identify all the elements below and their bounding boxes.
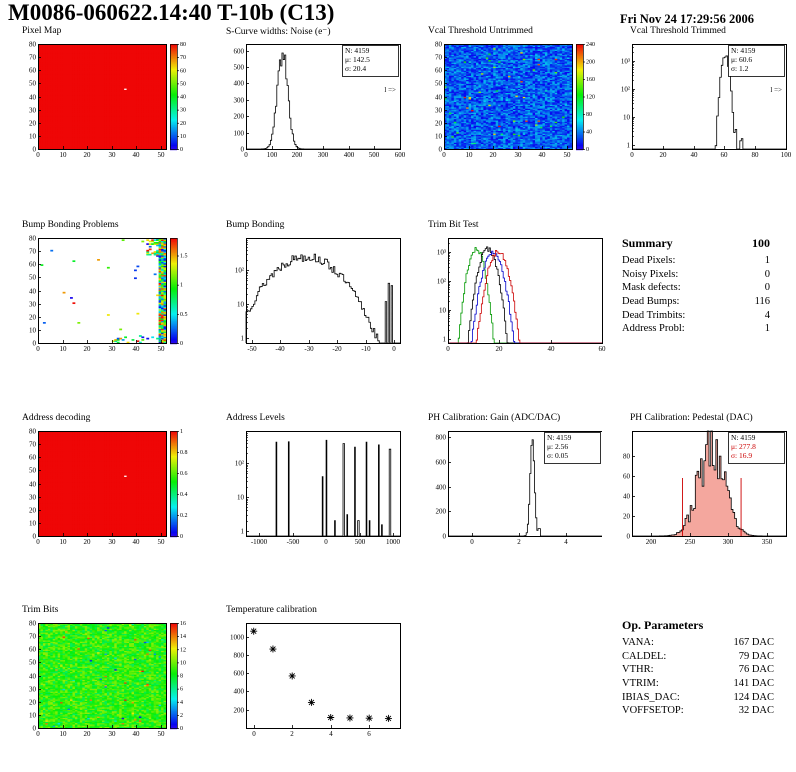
summary-header: Summary 100 [622,236,770,251]
summary-row: Dead Bumps: 116 [622,295,770,309]
summary-score: 100 [752,236,770,250]
bump-problems-canvas [12,232,204,358]
summary-row-value: 116 [754,295,770,307]
summary-row: Dead Trimbits: 4 [622,309,770,323]
summary-row-label: Mask defects: [622,282,681,294]
chart-cell-temperature-calibration: Temperature calibration [216,605,412,743]
chart-title: Address Levels [226,413,285,423]
address-levels-canvas [216,425,408,551]
summary-row: Noisy Pixels: 0 [622,268,770,282]
chart-title: Pixel Map [22,26,62,36]
op-parameter-value: 32 DAC [738,705,774,717]
chart-cell-address-levels: Address Levels [216,413,412,551]
summary-row: Address Probl: 1 [622,322,770,336]
summary-row-label: Noisy Pixels: [622,268,679,280]
op-parameter-value: 76 DAC [738,664,774,676]
page-title: M0086-060622.14:40 T-10b (C13) [8,0,335,25]
chart-cell-vcal-untrimmed: Vcal Threshold Untrimmed [418,26,614,164]
op-parameter-row: VOFFSETOP: 32 DAC [622,704,774,718]
chart-title: Temperature calibration [226,605,317,615]
op-parameter-value: 141 DAC [733,677,774,689]
chart-cell-ph-pedestal: PH Calibration: Pedestal (DAC) [602,413,796,551]
trim-bit-test-canvas [418,232,610,358]
chart-title: PH Calibration: Pedestal (DAC) [630,413,753,423]
pixel-map-canvas [12,38,204,164]
chart-title: Bump Bonding Problems [22,220,119,230]
summary-row-value: 0 [764,282,770,294]
chart-cell-bump-problems: Bump Bonding Problems [12,220,208,358]
trim-bits-canvas [12,617,204,743]
summary-row: Mask defects: 0 [622,281,770,295]
op-parameter-row: VANA: 167 DAC [622,636,774,650]
op-parameter-label: VTRIM: [622,677,659,689]
op-parameter-value: 167 DAC [733,637,774,648]
summary-row-label: Address Probl: [622,323,685,335]
chart-cell-ph-gain: PH Calibration: Gain (ADC/DAC) [418,413,614,551]
op-parameter-row: VTHR: 76 DAC [622,663,774,677]
summary-row: Dead Pixels: 1 [622,254,770,268]
chart-title: Vcal Threshold Untrimmed [428,26,533,36]
summary-row-label: Dead Pixels: [622,255,676,266]
ph-pedestal-canvas [602,425,794,551]
chart-cell-vcal-trimmed: Vcal Threshold Trimmed [602,26,796,164]
address-decoding-canvas [12,425,204,551]
op-parameter-value: 79 DAC [738,650,774,662]
ph-gain-canvas [418,425,610,551]
op-parameter-label: CALDEL: [622,650,667,662]
vcal-trimmed-canvas [602,38,794,164]
summary-row-label: Dead Trimbits: [622,309,686,321]
op-parameter-label: VOFFSETOP: [622,705,684,717]
op-parameter-label: VANA: [622,637,654,648]
summary-row-value: 1 [764,323,770,335]
chart-cell-trim-bit-test: Trim Bit Test [418,220,614,358]
op-parameters-block: Op. Parameters VANA: 167 DAC CALDEL: 79 DA… [622,618,774,718]
chart-title: Vcal Threshold Trimmed [630,26,726,36]
chart-title: S-Curve widths: Noise (e⁻) [226,27,331,37]
chart-cell-trim-bits: Trim Bits [12,605,208,743]
chart-title: Address decoding [22,413,91,423]
chart-cell-scurve-noise: S-Curve widths: Noise (e⁻) [216,26,412,164]
op-parameter-row: VTRIM: 141 DAC [622,677,774,691]
chart-title: Trim Bit Test [428,220,479,230]
bump-bonding-canvas [216,232,408,358]
op-parameter-label: IBIAS_DAC: [622,691,680,703]
chart-title: Trim Bits [22,605,59,615]
chart-cell-address-decoding: Address decoding [12,413,208,551]
chart-title: Bump Bonding [226,220,285,230]
summary-title: Summary [622,236,673,250]
chart-cell-pixel-map: Pixel Map [12,26,208,164]
vcal-untrimmed-canvas [418,38,610,164]
op-parameter-row: IBIAS_DAC: 124 DAC [622,691,774,705]
summary-row-value: 4 [764,309,770,321]
summary-row-value: 0 [764,268,770,280]
op-parameter-value: 124 DAC [733,691,774,703]
op-parameters-header: Op. Parameters [622,618,774,633]
temperature-calibration-canvas [216,617,408,743]
op-parameter-row: CALDEL: 79 DAC [622,650,774,664]
summary-row-value: 1 [764,255,770,266]
chart-title: PH Calibration: Gain (ADC/DAC) [428,413,561,423]
op-parameter-label: VTHR: [622,664,654,676]
scurve-noise-canvas [216,38,408,164]
summary-row-label: Dead Bumps: [622,295,680,307]
op-parameters-title: Op. Parameters [622,618,704,632]
page-date: Fri Nov 24 17:29:56 2006 [620,12,755,26]
summary-block: Summary 100 Dead Pixels: 1 Noisy Pixels: 0… [622,236,770,336]
chart-cell-bump-bonding: Bump Bonding [216,220,412,358]
